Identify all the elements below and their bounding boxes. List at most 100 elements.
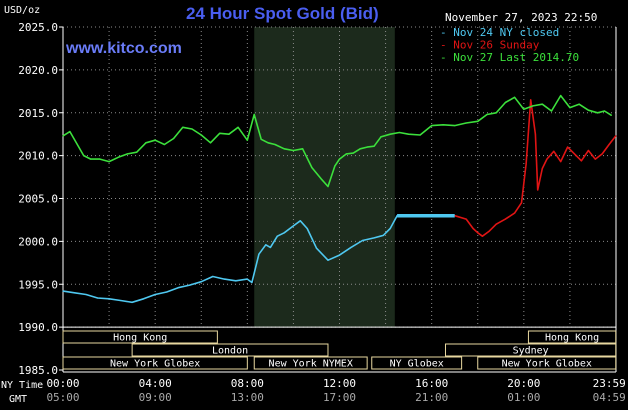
series-point [601,153,603,155]
session-label: New York Globex [502,359,592,370]
series-point [541,167,543,170]
series-point [62,135,64,137]
series-point [408,133,410,135]
series-point [246,278,248,280]
legend-entry: - Nov 27 Last 2014.70 [440,51,579,64]
series-point [260,138,262,140]
y-tick-label: 2015.0 [18,107,58,120]
legend-entry: - Nov 26 Sunday [440,39,540,52]
series-point [306,227,308,230]
series-point [299,220,301,222]
series-point [120,299,122,302]
series-point [514,212,516,214]
session-label: London [212,346,248,357]
series-point [292,225,295,227]
x-tick-label-ny: 20:00 [507,377,540,390]
y-axis-label: USD/oz [4,5,40,16]
series-point [587,109,589,111]
series-point [550,110,553,112]
series-point [69,131,71,133]
series-point [373,145,375,147]
series-line [62,94,612,188]
series-point [269,246,271,248]
series-point [191,128,193,130]
series-point [189,284,191,286]
series-point [380,136,382,138]
y-tick-label: 2000.0 [18,235,58,248]
x-tick-label-gmt: 04:59 [593,391,626,404]
trading-sessions: Hong Kong Hong Kong London Sydney New York G… [62,330,617,370]
series-point [546,158,548,160]
series-point [454,125,456,127]
series-point [359,148,361,150]
series-point [99,158,101,160]
series-point [73,292,76,294]
x-tick-label-ny: 12:00 [323,377,356,390]
series-point [209,142,212,144]
series-point [108,161,110,163]
session-label: Hong Kong [545,333,599,344]
y-tick-label: 2025.0 [18,21,58,34]
y-axis-ticks: 2025.0 2020.0 2015.0 2010.0 2005.0 2000.0 1995… [18,21,63,377]
series-point [85,293,87,296]
x-tick-label-ny: 04:00 [139,377,172,390]
series-point [267,142,269,144]
series-point [200,134,202,136]
series-point [523,108,525,110]
x-tick-label-ny: 08:00 [231,377,264,390]
series-point [327,185,329,188]
y-tick-label: 1995.0 [18,278,58,291]
x-tick-label-ny: 00:00 [46,377,79,390]
series-point [246,139,248,141]
series-point [389,227,391,230]
series-point [283,232,285,234]
series-point [481,235,483,237]
series-point [352,152,354,154]
series-point [345,153,348,155]
series-point [472,227,474,230]
series-point [126,153,129,155]
series-point [504,218,506,220]
y-tick-label: 1985.0 [18,364,58,377]
series-point [537,189,539,191]
series-point [594,158,596,160]
series-point [596,112,599,114]
session-label: Sydney [513,346,549,357]
grid-layer [62,26,617,373]
x-tick-label-gmt: 21:00 [415,391,448,404]
series-point [212,275,214,278]
series-point [83,155,85,157]
series-point [96,297,99,299]
series-point [131,301,133,303]
series-point [382,234,384,236]
x-tick-label-ny: 16:00 [415,377,448,390]
series-point [154,139,156,141]
series-point [361,239,364,242]
series-point [302,148,304,150]
chart-title: 24 Hour Spot Gold (Bid) [186,4,379,23]
series-point [90,158,92,160]
x-tick-label-gmt: 01:00 [507,391,540,404]
series-point [580,160,583,162]
session-label: Hong Kong [113,333,167,344]
series-point [431,125,433,127]
series-point [373,237,375,239]
highlight-band-layer [254,27,395,328]
session-box [527,330,617,344]
series-point [143,298,145,300]
series-point [235,280,237,282]
legend: - Nov 24 NY closed- Nov 26 Sunday- Nov 2… [440,26,579,64]
series-point [182,126,184,128]
series-point [532,105,534,107]
series-line [454,99,617,237]
session-box [62,330,218,344]
y-tick-label: 2020.0 [18,64,58,77]
x-tick-label-gmt: 05:00 [46,391,79,404]
series-point [258,253,260,255]
series-point [541,103,543,105]
series-point [177,287,179,289]
session-label: New York Globex [110,359,200,370]
gmt-label: GMT [9,394,27,405]
series-point [488,230,490,232]
